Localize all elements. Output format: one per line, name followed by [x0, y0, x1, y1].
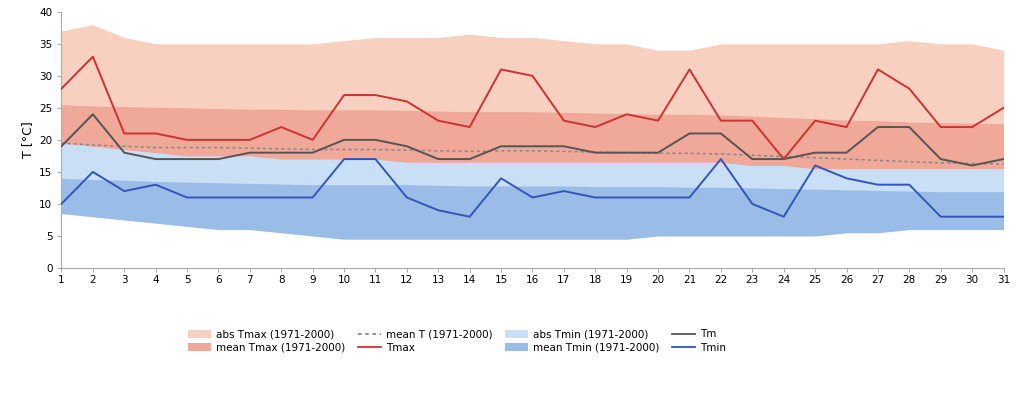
- Y-axis label: T [°C]: T [°C]: [20, 121, 34, 158]
- Legend: abs Tmax (1971-2000), mean Tmax (1971-2000), mean T (1971-2000), Tmax, abs Tmin : abs Tmax (1971-2000), mean Tmax (1971-20…: [188, 329, 726, 353]
